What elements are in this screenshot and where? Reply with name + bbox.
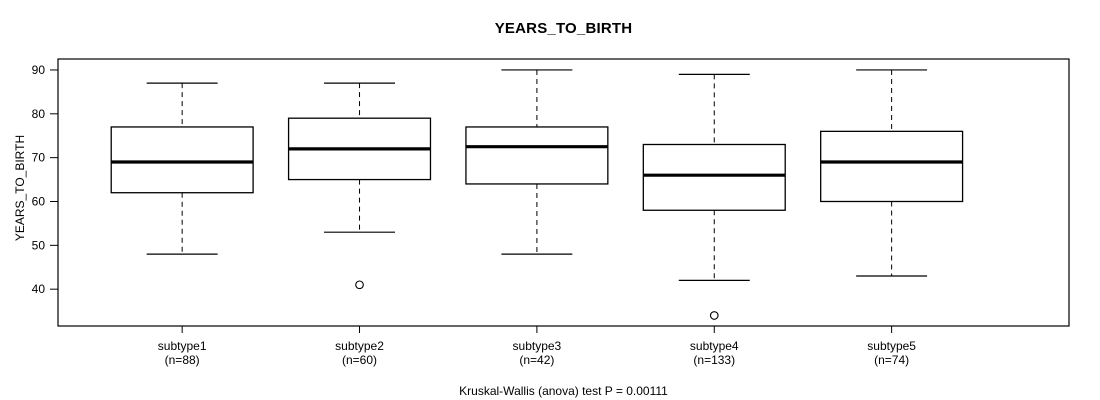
box-group-subtype1 xyxy=(110,82,254,255)
box-group-subtype4 xyxy=(642,73,786,320)
x-tick-sublabel: (n=88) xyxy=(165,353,200,367)
x-tick-label: subtype5 xyxy=(867,339,916,353)
y-tick-label: 90 xyxy=(32,63,46,77)
x-tick-label: subtype3 xyxy=(513,339,562,353)
x-tick-sublabel: (n=60) xyxy=(342,353,377,367)
x-tick-label: subtype1 xyxy=(158,339,207,353)
iqr-box xyxy=(465,126,609,185)
x-tick-sublabel: (n=74) xyxy=(874,353,909,367)
stats-caption: Kruskal-Wallis (anova) test P = 0.00111 xyxy=(459,384,668,398)
y-tick-label: 80 xyxy=(32,107,46,121)
y-tick-label: 50 xyxy=(32,238,46,252)
box-group-subtype2 xyxy=(287,82,432,290)
box-group-subtype5 xyxy=(820,69,964,277)
iqr-box xyxy=(642,143,786,211)
x-tick-label: subtype2 xyxy=(335,339,384,353)
plot-frame xyxy=(57,58,1070,327)
x-tick-sublabel: (n=42) xyxy=(519,353,554,367)
y-tick-label: 60 xyxy=(32,194,46,208)
outlier-point xyxy=(355,280,364,290)
chart-title: YEARS_TO_BIRTH xyxy=(494,20,633,37)
x-tick-sublabel: (n=133) xyxy=(693,353,735,367)
x-tick-label: subtype4 xyxy=(690,339,739,353)
outlier-point xyxy=(709,311,719,320)
y-tick-label: 70 xyxy=(32,151,46,165)
iqr-box xyxy=(820,130,964,203)
iqr-box xyxy=(110,126,254,194)
y-tick-label: 40 xyxy=(32,282,46,296)
box-group-subtype3 xyxy=(465,69,609,255)
